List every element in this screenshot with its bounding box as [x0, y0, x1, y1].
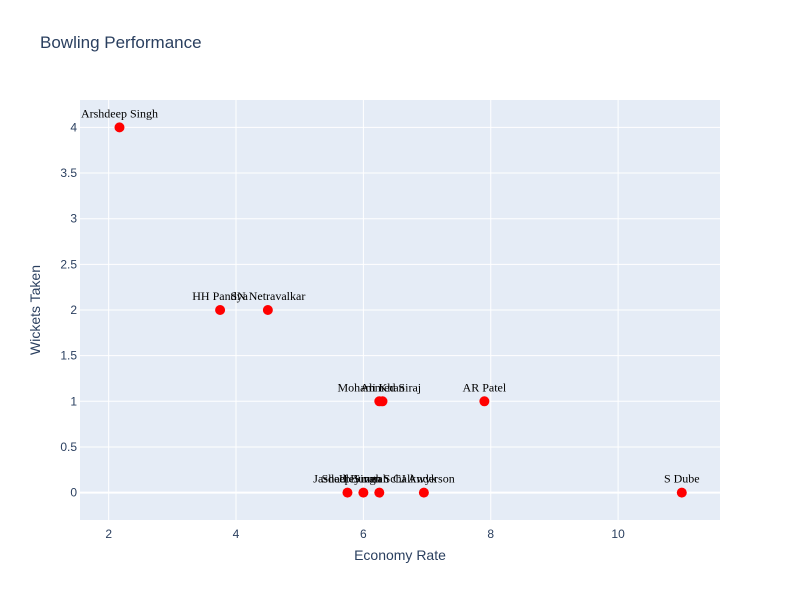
y-tick-label: 1 — [70, 394, 77, 408]
chart-title: Bowling Performance — [40, 33, 202, 52]
x-tick-label: 4 — [233, 527, 240, 541]
y-tick-label: 2.5 — [60, 257, 77, 271]
data-point[interactable] — [377, 396, 388, 407]
point-label: SN Netravalkar — [230, 289, 305, 303]
tick-labels: 2 4 6 8 10 0 0.5 1 1.5 2 2.5 3 3.5 4 — [60, 120, 625, 541]
y-axis-title: Wickets Taken — [27, 265, 43, 355]
point-label: HH Pandya — [192, 289, 248, 303]
data-points — [114, 122, 687, 498]
point-label: AR Patel — [463, 380, 507, 394]
x-tick-label: 10 — [611, 527, 625, 541]
x-axis-title: Economy Rate — [354, 547, 446, 563]
data-point[interactable] — [262, 305, 273, 315]
x-tick-label: 2 — [105, 527, 112, 541]
data-point[interactable] — [342, 487, 353, 498]
data-point[interactable] — [114, 122, 125, 133]
data-point[interactable] — [374, 487, 385, 498]
data-point[interactable] — [676, 487, 687, 498]
data-point[interactable] — [215, 305, 226, 315]
point-label: CJ Anderson — [393, 472, 455, 486]
point-label: Shadley van Schalkwyk — [322, 472, 437, 486]
y-tick-label: 0 — [70, 486, 77, 500]
point-label: JJ Bumrah — [338, 472, 389, 486]
y-tick-label: 4 — [70, 120, 77, 134]
x-tick-label: 6 — [360, 527, 367, 541]
y-tick-label: 2 — [70, 303, 77, 317]
x-tick-label: 8 — [487, 527, 494, 541]
grid — [80, 100, 720, 520]
y-tick-label: 1.5 — [60, 349, 77, 363]
point-label: Mohammed Siraj — [337, 380, 421, 394]
y-tick-label: 3.5 — [60, 166, 77, 180]
y-tick-label: 3 — [70, 212, 77, 226]
point-label: Ali Khan — [360, 380, 404, 394]
data-point[interactable] — [358, 487, 369, 498]
y-tick-label: 0.5 — [60, 440, 77, 454]
data-point[interactable] — [418, 487, 429, 498]
data-point[interactable] — [479, 396, 490, 407]
point-label: Arshdeep Singh — [81, 106, 158, 120]
point-label: S Dube — [664, 472, 700, 486]
point-label: Jasdeep Singh — [313, 472, 381, 486]
